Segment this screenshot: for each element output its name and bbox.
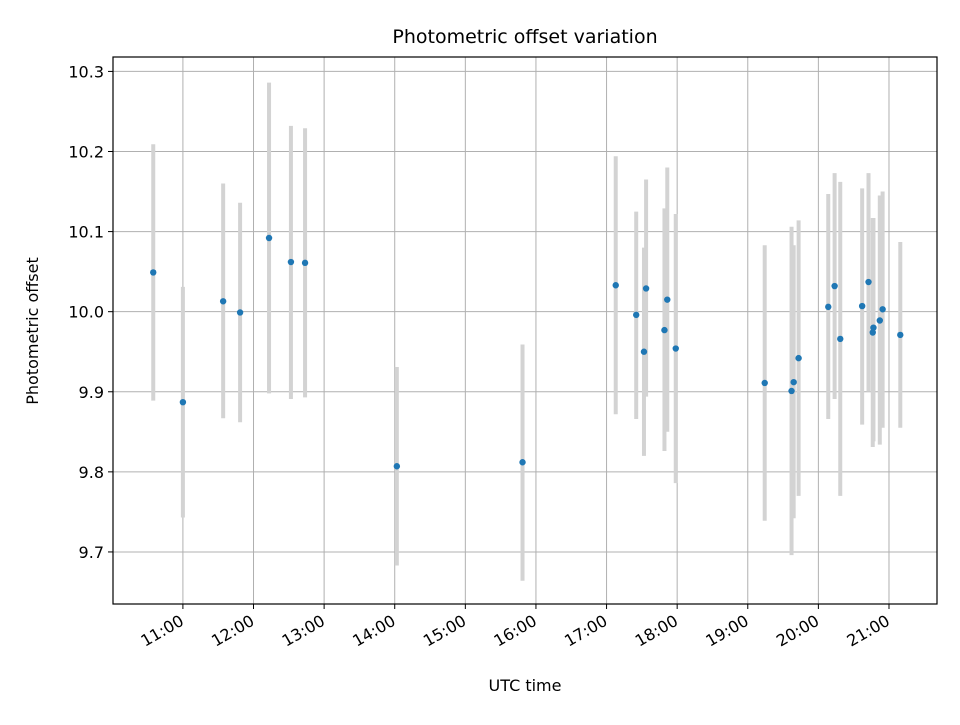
- data-point: [672, 345, 679, 352]
- data-point: [837, 335, 844, 343]
- x-axis-label: UTC time: [489, 676, 562, 695]
- data-point: [640, 348, 648, 355]
- data-point: [265, 234, 273, 242]
- y-tick-label: 9.7: [79, 543, 104, 562]
- data-point: [633, 311, 640, 319]
- data-point: [788, 387, 795, 395]
- data-point: [661, 326, 668, 334]
- data-point: [865, 278, 872, 286]
- y-tick-label: 10.3: [68, 62, 104, 81]
- plot-frame: [112, 56, 938, 605]
- data-point: [858, 302, 866, 310]
- data-point: [876, 317, 884, 324]
- y-tick-label: 10.1: [68, 223, 104, 242]
- grid-lines: [113, 57, 937, 604]
- chart-title: Photometric offset variation: [392, 26, 657, 48]
- data-point: [795, 354, 802, 362]
- data-point: [301, 259, 309, 267]
- data-points: [150, 234, 904, 470]
- data-point: [664, 296, 671, 303]
- y-tick-label: 9.9: [79, 383, 104, 402]
- data-point: [831, 282, 838, 290]
- data-point: [790, 378, 797, 386]
- data-point: [393, 463, 401, 470]
- plot-area-background: [113, 57, 937, 604]
- data-point: [879, 306, 886, 313]
- data-point: [761, 379, 768, 387]
- data-point: [236, 309, 244, 316]
- y-tick-label: 10.2: [68, 143, 104, 162]
- data-point: [869, 329, 876, 336]
- data-point: [612, 282, 619, 289]
- y-axis-ticks: 9.7 9.8 9.9 10.0 10.1 10.2 10.3: [68, 62, 113, 562]
- data-point: [287, 258, 295, 266]
- data-point: [897, 331, 904, 339]
- y-tick-label: 9.8: [79, 463, 104, 482]
- data-point: [179, 398, 187, 406]
- data-point: [870, 324, 877, 331]
- data-point: [825, 303, 832, 311]
- data-point: [150, 269, 157, 276]
- data-point: [219, 298, 227, 305]
- y-tick-label: 10.0: [68, 303, 104, 322]
- data-point: [642, 285, 650, 292]
- data-point: [519, 459, 526, 466]
- y-axis-label: Photometric offset: [23, 257, 42, 405]
